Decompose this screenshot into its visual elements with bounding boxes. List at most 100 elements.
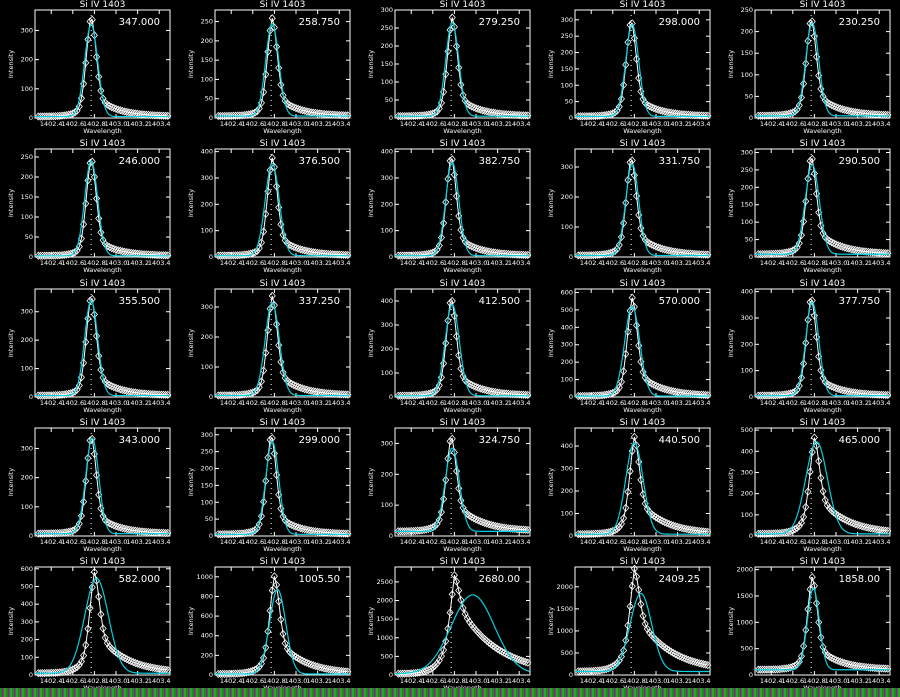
observed-point bbox=[869, 248, 877, 257]
x-tick-label: 1402.4 bbox=[220, 259, 243, 267]
observed-point bbox=[802, 502, 810, 512]
y-tick-label: 300 bbox=[381, 321, 393, 329]
observed-point bbox=[684, 655, 692, 664]
x-tick-label: 1403.4 bbox=[688, 259, 711, 267]
observed-point bbox=[502, 249, 510, 258]
observed-point bbox=[309, 661, 317, 670]
observed-point bbox=[832, 102, 840, 112]
panel-title: Si IV 1403 bbox=[620, 139, 666, 149]
observed-point bbox=[342, 390, 350, 399]
observed-point bbox=[296, 523, 304, 533]
y-tick-label: 300 bbox=[21, 444, 33, 452]
observed-point bbox=[147, 528, 155, 537]
observed-point bbox=[116, 385, 124, 394]
observed-point bbox=[884, 110, 892, 120]
y-axis-label: Intensity bbox=[187, 468, 195, 496]
observed-point bbox=[702, 111, 710, 120]
y-tick-label: 200 bbox=[21, 474, 33, 482]
x-tick-label: 1403.0 bbox=[465, 538, 488, 546]
observed-point bbox=[873, 525, 881, 534]
y-axis-label: Intensity bbox=[367, 607, 375, 635]
observed-point bbox=[266, 166, 274, 175]
observed-point bbox=[841, 658, 849, 668]
observed-point bbox=[266, 435, 274, 444]
y-tick-label: 1000 bbox=[736, 618, 753, 626]
observed-point bbox=[784, 663, 793, 673]
x-tick-label: 1402.6 bbox=[241, 120, 264, 128]
observed-point bbox=[665, 646, 673, 655]
observed-point bbox=[507, 652, 515, 661]
observed-point bbox=[817, 473, 825, 482]
x-tick-label: 1403.2 bbox=[666, 259, 689, 267]
y-tick-label: 0 bbox=[29, 671, 33, 679]
plot-frame bbox=[574, 288, 711, 398]
observed-point bbox=[476, 245, 484, 254]
observed-point bbox=[251, 387, 259, 396]
x-tick-label: 1402.4 bbox=[220, 399, 243, 407]
observed-point bbox=[702, 390, 710, 400]
x-tick-label: 1403.0 bbox=[285, 120, 308, 128]
observed-point bbox=[114, 522, 122, 531]
observed-point bbox=[112, 522, 120, 531]
x-tick-label: 1402.8 bbox=[803, 538, 826, 546]
observed-point bbox=[294, 382, 302, 392]
observed-point bbox=[604, 110, 613, 119]
observed-point bbox=[474, 516, 482, 525]
observed-point bbox=[147, 663, 155, 672]
x-tick-label: 1402.6 bbox=[61, 120, 84, 128]
observed-point bbox=[522, 657, 530, 667]
observed-point bbox=[465, 241, 474, 250]
spectrum-panel: Si IV 14030501001502002501402.41402.6140… bbox=[7, 139, 172, 274]
observed-point bbox=[481, 106, 489, 116]
observed-point bbox=[873, 664, 881, 673]
y-tick-label: 400 bbox=[21, 600, 33, 608]
observed-point bbox=[478, 385, 487, 394]
observed-point bbox=[665, 246, 673, 255]
y-tick-label: 600 bbox=[561, 288, 573, 296]
y-axis-label: Intensity bbox=[367, 189, 375, 217]
observed-point bbox=[320, 528, 328, 537]
x-tick-label: 1403.4 bbox=[148, 538, 171, 546]
observed-point bbox=[164, 111, 172, 121]
observed-point bbox=[871, 524, 879, 534]
observed-point bbox=[680, 110, 688, 119]
observed-point bbox=[626, 306, 634, 315]
observed-point bbox=[609, 248, 617, 257]
observed-point bbox=[108, 382, 116, 391]
fit-series-line bbox=[395, 21, 530, 117]
x-tick-label: 1403.2 bbox=[666, 538, 689, 546]
panel-title: Si IV 1403 bbox=[620, 557, 666, 567]
observed-point bbox=[301, 106, 309, 115]
spectrum-panel: Si IV 140305001000150020001402.41402.614… bbox=[547, 557, 712, 692]
observed-point bbox=[105, 380, 114, 390]
x-axis-label: Wavelength bbox=[83, 127, 122, 135]
observed-point bbox=[704, 390, 712, 400]
observed-point bbox=[845, 660, 853, 669]
y-axis-label: Intensity bbox=[7, 189, 15, 217]
observed-point bbox=[639, 367, 647, 377]
y-tick-label: 200 bbox=[561, 49, 573, 57]
observed-point bbox=[112, 245, 120, 254]
observed-point bbox=[116, 246, 124, 255]
observed-point bbox=[797, 231, 805, 240]
fit-series-line bbox=[215, 162, 350, 257]
observed-series-line bbox=[398, 158, 528, 257]
observed-point bbox=[652, 242, 660, 251]
observed-point bbox=[682, 110, 690, 119]
y-tick-label: 100 bbox=[201, 363, 213, 371]
observed-point bbox=[502, 110, 510, 119]
observed-point bbox=[470, 243, 478, 252]
observed-point bbox=[316, 663, 324, 672]
observed-point bbox=[327, 110, 335, 119]
observed-point bbox=[448, 13, 456, 22]
peak-value-label: 376.500 bbox=[299, 156, 340, 167]
y-tick-label: 1000 bbox=[556, 627, 573, 635]
observed-series-line bbox=[218, 295, 348, 396]
observed-point bbox=[825, 99, 834, 109]
observed-point bbox=[830, 101, 838, 111]
y-tick-label: 250 bbox=[21, 153, 33, 161]
observed-point bbox=[864, 663, 872, 672]
x-tick-label: 1403.0 bbox=[105, 677, 128, 685]
observed-point bbox=[324, 110, 332, 119]
observed-point bbox=[678, 110, 686, 119]
